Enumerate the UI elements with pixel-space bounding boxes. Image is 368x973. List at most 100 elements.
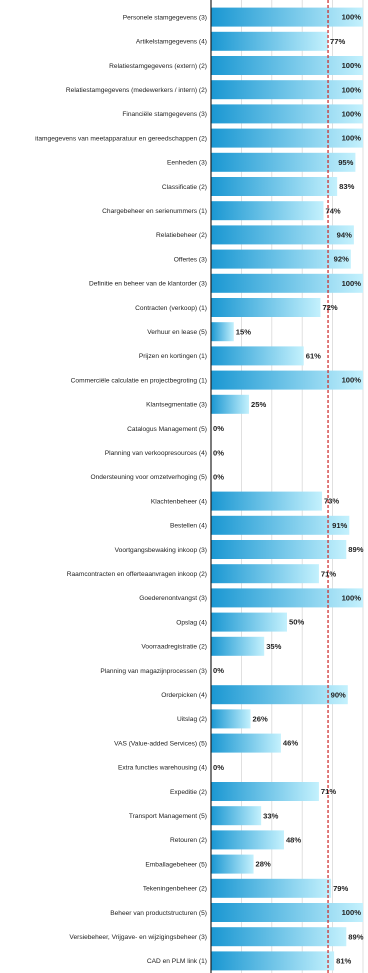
value-label: 0% — [213, 448, 224, 457]
category-label: Retouren (2) — [170, 837, 207, 844]
category-label: Goederenontvangst (3) — [139, 595, 207, 602]
category-label: Raamcontracten en offerteaanvragen inkoo… — [67, 571, 207, 578]
value-label: 83% — [339, 182, 354, 191]
value-label: 77% — [330, 37, 345, 46]
bar — [211, 491, 322, 511]
value-label: 0% — [213, 473, 224, 482]
value-label: 100% — [342, 13, 362, 22]
category-label: VAS (Value-added Services) (5) — [114, 740, 207, 747]
value-label: 100% — [342, 594, 362, 603]
bar — [211, 951, 335, 971]
value-label: 25% — [251, 400, 266, 409]
category-label: Ondersteuning voor omzetverhoging (5) — [90, 474, 207, 481]
bar — [211, 298, 321, 317]
category-label: Emballagebeheer (5) — [145, 861, 207, 868]
value-label: 46% — [283, 739, 298, 748]
value-label: 91% — [332, 521, 347, 530]
category-label: Contracten (verkoop) (1) — [135, 305, 207, 312]
category-label: Chargebeheer en serienummers (1) — [102, 208, 207, 215]
bar — [211, 830, 284, 850]
category-label: Transport Management (5) — [129, 813, 207, 820]
category-label: Orderpicken (4) — [161, 692, 207, 699]
category-label: Extra functies warehousing (4) — [118, 765, 207, 772]
bar — [211, 612, 287, 632]
category-labels: Personele stamgegevens (3) Artikelstamgeg… — [35, 14, 207, 965]
category-label: Artikelstamgegevens (4) — [136, 39, 207, 46]
category-label: Uitslag (2) — [177, 716, 207, 723]
value-labels: 100% 77% 100% 100% 100% 100% 95% 83% 74% 94% 92% 10… — [213, 13, 364, 966]
value-label: 0% — [213, 666, 224, 675]
bar — [211, 564, 319, 584]
bar — [211, 128, 363, 148]
value-label: 28% — [256, 860, 271, 869]
bars — [211, 7, 363, 971]
value-label: 89% — [348, 932, 363, 941]
category-label: Definitie en beheer van de klantorder (3… — [89, 281, 207, 288]
bar — [211, 394, 249, 414]
category-label: Relatiestamgegevens (medewerkers / inter… — [66, 87, 207, 94]
category-label: Relatiestamgegevens (extern) (2) — [109, 63, 207, 70]
bar — [211, 225, 354, 245]
bar — [211, 346, 304, 366]
category-label: Voorraadregistratie (2) — [141, 644, 207, 651]
category-label: Planning van magazijnprocessen (3) — [100, 668, 207, 675]
category-label: Eenheden (3) — [167, 160, 207, 167]
value-label: 0% — [213, 424, 224, 433]
category-label: Klantsegmentatie (3) — [146, 402, 207, 409]
value-label: 92% — [334, 255, 349, 264]
bar — [211, 177, 338, 196]
category-label: Offertes (3) — [174, 256, 207, 263]
bar — [211, 249, 351, 269]
category-label: Opslag (4) — [176, 619, 207, 626]
bar — [211, 273, 363, 293]
value-label: 35% — [266, 642, 281, 651]
category-label: Bestellen (4) — [170, 523, 207, 530]
category-label: Versiebeheer, Vrijgave- en wijzigingsbeh… — [69, 934, 207, 941]
value-label: 100% — [342, 376, 362, 385]
bar — [211, 152, 356, 172]
value-label: 0% — [213, 763, 224, 772]
bar — [211, 782, 319, 801]
bar — [211, 104, 363, 124]
value-label: 100% — [342, 908, 362, 917]
bar — [211, 201, 324, 221]
value-label: 100% — [342, 61, 362, 70]
bar — [211, 636, 265, 656]
bar — [211, 685, 348, 705]
bar — [211, 806, 262, 826]
category-label: Prijzen en kortingen (1) — [139, 353, 207, 360]
value-label: 61% — [306, 352, 321, 361]
category-label: Tekeningenbeheer (2) — [143, 886, 207, 893]
value-label: 71% — [321, 569, 336, 578]
category-label: itamgegevens van meetapparatuur en geree… — [35, 135, 207, 142]
value-label: 95% — [338, 158, 353, 167]
value-label: 100% — [342, 110, 362, 119]
value-label: 90% — [331, 690, 346, 699]
value-label: 100% — [342, 134, 362, 143]
bar — [211, 7, 363, 27]
value-label: 71% — [321, 787, 336, 796]
bar — [211, 854, 254, 874]
category-label: Verhuur en lease (5) — [147, 329, 207, 336]
value-label: 74% — [325, 206, 340, 215]
bar — [211, 31, 329, 51]
value-label: 48% — [286, 836, 301, 845]
value-label: 94% — [337, 231, 352, 240]
value-label: 26% — [253, 715, 268, 724]
value-label: 89% — [348, 545, 363, 554]
bar — [211, 588, 363, 608]
bar — [211, 903, 363, 922]
bar — [211, 80, 363, 100]
category-label: Expeditie (2) — [170, 789, 207, 796]
bar — [211, 515, 350, 535]
value-label: 79% — [333, 884, 348, 893]
value-label: 100% — [342, 85, 362, 94]
category-label: Catalogus Management (5) — [127, 426, 207, 433]
value-label: 100% — [342, 279, 362, 288]
category-label: Classificatie (2) — [162, 184, 207, 191]
value-label: 33% — [263, 811, 278, 820]
category-label: Relatiebeheer (2) — [156, 232, 207, 239]
category-label: Personele stamgegevens (3) — [123, 14, 207, 21]
value-label: 73% — [324, 497, 339, 506]
